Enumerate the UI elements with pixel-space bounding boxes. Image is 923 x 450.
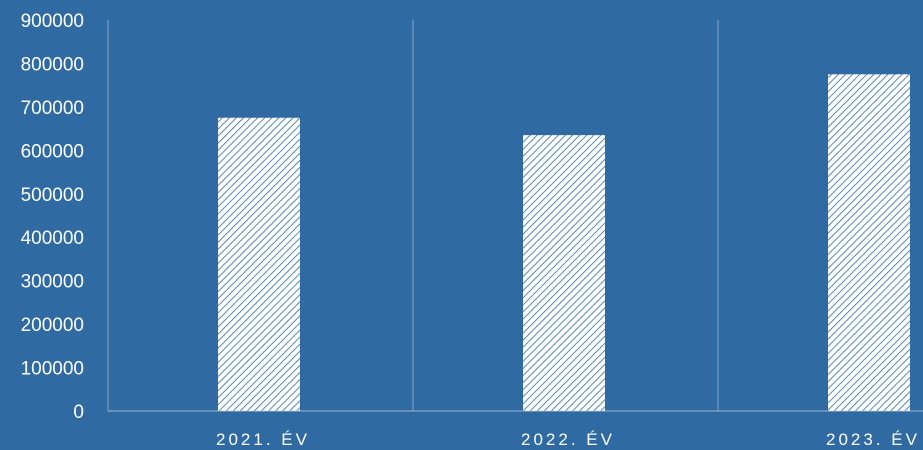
x-category-label: 2021. ÉV [216, 430, 310, 449]
category-dividers [107, 20, 719, 411]
y-tick-label: 800000 [21, 54, 84, 75]
y-tick-label: 100000 [21, 359, 84, 380]
bar [218, 117, 300, 411]
y-tick-label: 300000 [21, 272, 84, 293]
y-tick-label: 400000 [21, 228, 84, 249]
y-tick-label: 900000 [21, 11, 84, 32]
y-tick-label: 600000 [21, 141, 84, 162]
bar [828, 74, 910, 412]
x-category-label: 2023. ÉV [826, 430, 920, 449]
bar [523, 135, 605, 411]
y-tick-label: 700000 [21, 98, 84, 119]
x-axis-category-labels: 2021. ÉV 2022. ÉV 2023. ÉV [216, 430, 920, 449]
bars [218, 74, 910, 412]
x-category-label: 2022. ÉV [521, 430, 615, 449]
y-axis-tick-labels: 0 100000 200000 300000 400000 500000 600000 700… [21, 11, 84, 423]
y-tick-label: 500000 [21, 185, 84, 206]
y-tick-label: 0 [73, 402, 84, 423]
y-tick-label: 200000 [21, 315, 84, 336]
